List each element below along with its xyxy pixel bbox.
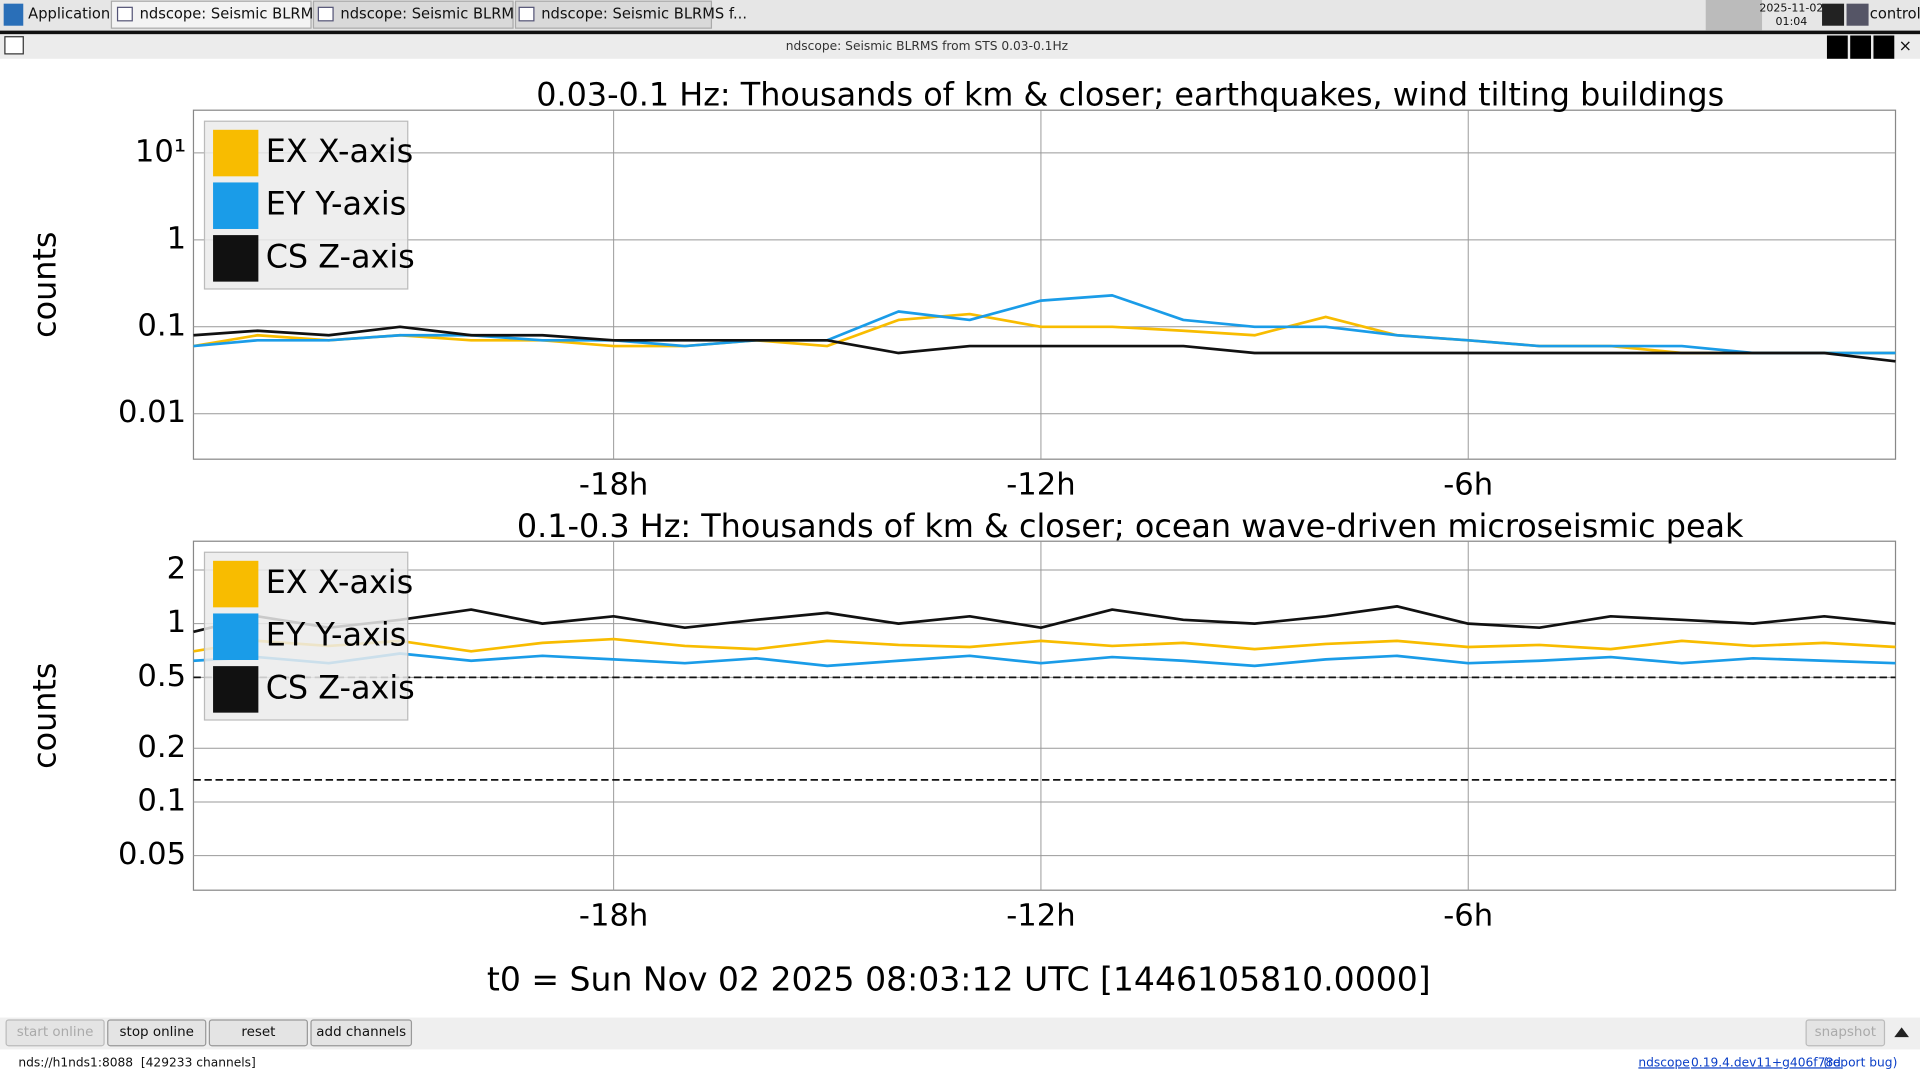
tab[interactable]: ndscope: Seismic BLRMS f... [312, 0, 546, 29]
window-button[interactable] [1850, 35, 1872, 59]
x-tick-label: -6h [1443, 899, 1493, 934]
y-tick-label: 0.01 [118, 395, 186, 430]
x-tick-label: -12h [1006, 468, 1075, 503]
y-tick-label: 10¹ [135, 134, 186, 169]
legend-swatch [213, 666, 259, 713]
workspace-switcher[interactable] [1705, 0, 1763, 31]
button[interactable]: add channels [310, 1019, 413, 1047]
button-label[interactable]: add channels [316, 1025, 406, 1040]
clock-date: 2025-11-02 [1759, 2, 1823, 15]
button[interactable]: snapshot [1805, 1019, 1886, 1047]
button[interactable]: start online [5, 1019, 105, 1047]
window-menu[interactable] [4, 36, 24, 55]
legend-swatch [213, 235, 259, 282]
y-axis-label: counts [26, 663, 64, 769]
taskbar-edge [0, 30, 1920, 35]
y-tick-label: 1 [167, 605, 186, 640]
t0-label: t0 = Sun Nov 02 2025 08:03:12 UTC [14461… [487, 959, 1431, 998]
legend-label: EY Y-axis [266, 185, 407, 223]
y-tick-label: 0.5 [137, 659, 186, 694]
y-tick-label: 0.05 [118, 837, 186, 872]
tab-label[interactable]: ndscope: Seismic BLRMS f... [340, 6, 546, 23]
legend-swatch [213, 560, 259, 608]
tray-icon[interactable] [1822, 3, 1845, 26]
close-button[interactable]: × [1899, 36, 1912, 55]
tab-label[interactable]: ndscope: Seismic BLRMS f... [140, 6, 346, 23]
button-label[interactable]: snapshot [1815, 1025, 1876, 1040]
series-line [193, 652, 1896, 668]
button-label[interactable]: reset [241, 1025, 275, 1040]
y-tick-label: 1 [167, 221, 186, 256]
tray-icon[interactable] [1846, 3, 1869, 26]
menu-label[interactable]: Applications [28, 6, 118, 23]
expand-button[interactable] [1894, 1027, 1909, 1038]
y-tick-label: 2 [167, 551, 186, 586]
legend-swatch [213, 613, 259, 660]
series-line [193, 637, 1896, 653]
status-report[interactable]: (report bug) [1823, 1055, 1897, 1069]
legend-label: EY Y-axis [266, 616, 407, 654]
x-tick-label: -18h [579, 468, 648, 503]
button[interactable]: stop online [107, 1019, 207, 1047]
legend-label: CS Z-axis [266, 237, 415, 275]
status-app[interactable]: ndscope [1638, 1055, 1689, 1069]
user-label: controls [1870, 6, 1920, 23]
plot-area [192, 540, 1897, 891]
y-tick-label: 0.2 [137, 730, 186, 765]
tab-label[interactable]: ndscope: Seismic BLRMS f... [541, 6, 747, 23]
tab[interactable]: ndscope: Seismic BLRMS f... [514, 0, 748, 29]
plots: 0.03-0.1 Hz: Thousands of km & closer; e… [26, 76, 1897, 934]
plot-title: 0.03-0.1 Hz: Thousands of km & closer; e… [536, 76, 1724, 114]
status-server: nds://h1nds1:8088 [429233 channels] [18, 1055, 255, 1069]
button-label[interactable]: start online [17, 1025, 94, 1040]
legend-label: EX X-axis [266, 563, 414, 601]
legend-swatch [213, 129, 259, 177]
x-tick-label: -12h [1006, 899, 1075, 934]
button-label[interactable]: stop online [120, 1025, 194, 1040]
menu-icon[interactable] [3, 3, 24, 26]
legend-swatch [213, 182, 259, 229]
y-tick-label: 0.1 [137, 308, 186, 343]
x-tick-label: -6h [1443, 468, 1493, 503]
series-line [193, 325, 1896, 363]
y-tick-label: 0.1 [137, 783, 186, 818]
x-tick-label: -18h [579, 899, 648, 934]
clock-time: 01:04 [1776, 15, 1808, 28]
legend-label: CS Z-axis [266, 668, 415, 706]
plot-area [192, 109, 1897, 460]
plot-title: 0.1-0.3 Hz: Thousands of km & closer; oc… [517, 507, 1744, 545]
window-button[interactable] [1873, 35, 1895, 59]
series-line [193, 605, 1896, 634]
status-version[interactable]: 0.19.4.dev11+g406f78d [1691, 1055, 1841, 1069]
window-button[interactable] [1826, 35, 1848, 59]
button[interactable]: reset [208, 1019, 308, 1047]
y-axis-label: counts [26, 231, 64, 337]
legend-label: EX X-axis [266, 132, 414, 170]
window-title: ndscope: Seismic BLRMS from STS 0.03-0.1… [786, 39, 1068, 53]
tab[interactable]: ndscope: Seismic BLRMS f... [110, 0, 346, 29]
window-titlebar [0, 34, 1920, 59]
